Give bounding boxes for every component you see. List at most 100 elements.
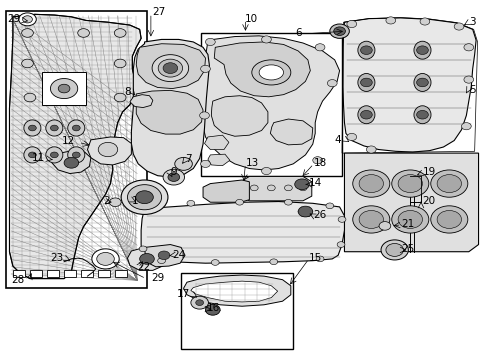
Circle shape (21, 29, 33, 37)
Text: 21: 21 (401, 219, 414, 229)
Ellipse shape (68, 147, 84, 163)
Text: 17: 17 (176, 289, 189, 299)
Ellipse shape (68, 120, 84, 136)
Circle shape (148, 205, 156, 211)
Polygon shape (207, 154, 229, 166)
Circle shape (269, 259, 277, 265)
Circle shape (284, 185, 292, 191)
Polygon shape (204, 135, 228, 149)
Circle shape (50, 152, 58, 158)
Text: 19: 19 (422, 167, 435, 177)
Text: 5: 5 (468, 85, 474, 95)
Polygon shape (203, 180, 249, 202)
Polygon shape (9, 14, 141, 279)
Circle shape (50, 125, 58, 131)
Bar (181, 273, 293, 348)
Circle shape (416, 78, 427, 87)
Text: 25: 25 (401, 244, 414, 254)
Bar (5, 12, 147, 288)
Circle shape (298, 206, 312, 217)
Polygon shape (87, 137, 131, 165)
Circle shape (72, 152, 80, 158)
Circle shape (121, 180, 167, 215)
Text: 6: 6 (295, 28, 302, 38)
Circle shape (261, 167, 271, 175)
Circle shape (327, 80, 336, 87)
Circle shape (200, 65, 210, 72)
Polygon shape (270, 119, 312, 145)
Polygon shape (211, 96, 267, 136)
Ellipse shape (413, 73, 430, 91)
Ellipse shape (413, 106, 430, 124)
Circle shape (186, 201, 194, 206)
Circle shape (312, 157, 322, 164)
Polygon shape (203, 36, 339, 170)
Circle shape (19, 13, 36, 26)
Text: 11: 11 (32, 153, 45, 163)
Circle shape (391, 206, 428, 233)
Polygon shape (214, 42, 310, 97)
Circle shape (461, 123, 470, 130)
Circle shape (378, 222, 390, 230)
Circle shape (325, 203, 333, 209)
Circle shape (139, 246, 147, 252)
Circle shape (199, 112, 209, 119)
Circle shape (380, 240, 407, 260)
Circle shape (127, 185, 161, 210)
Ellipse shape (357, 73, 374, 91)
Bar (13, 270, 25, 277)
Circle shape (299, 185, 306, 191)
Text: 1: 1 (131, 196, 138, 206)
Circle shape (205, 39, 215, 45)
Text: 3: 3 (468, 17, 474, 27)
Circle shape (158, 258, 165, 264)
Circle shape (21, 59, 33, 68)
Text: 10: 10 (244, 14, 257, 24)
Text: 28: 28 (11, 275, 24, 285)
Text: 16: 16 (206, 303, 219, 314)
Circle shape (316, 256, 324, 262)
Circle shape (463, 76, 473, 83)
Circle shape (140, 253, 154, 264)
Polygon shape (52, 150, 91, 174)
Circle shape (211, 260, 219, 265)
Circle shape (346, 134, 356, 140)
Polygon shape (342, 18, 475, 152)
Circle shape (22, 16, 32, 23)
Circle shape (97, 252, 114, 265)
Circle shape (114, 29, 126, 37)
Circle shape (397, 211, 422, 228)
Circle shape (416, 111, 427, 119)
Circle shape (136, 191, 153, 204)
Circle shape (337, 217, 345, 222)
Circle shape (58, 84, 70, 93)
Polygon shape (136, 44, 205, 89)
Text: 9: 9 (170, 167, 177, 177)
Circle shape (250, 185, 258, 191)
Circle shape (167, 173, 179, 181)
Circle shape (463, 44, 473, 51)
Bar (115, 270, 127, 277)
Text: 7: 7 (184, 154, 191, 164)
Ellipse shape (24, 120, 41, 136)
Ellipse shape (259, 65, 283, 80)
Ellipse shape (251, 60, 290, 85)
Circle shape (360, 78, 371, 87)
Polygon shape (130, 95, 153, 108)
Circle shape (333, 27, 345, 36)
Circle shape (98, 142, 118, 157)
Circle shape (64, 157, 79, 168)
Circle shape (28, 152, 36, 158)
Text: 29: 29 (151, 273, 164, 283)
Text: 29: 29 (7, 14, 20, 24)
Ellipse shape (46, 120, 63, 136)
Circle shape (195, 300, 203, 306)
Circle shape (329, 24, 348, 39)
Circle shape (397, 175, 422, 193)
Circle shape (158, 251, 169, 260)
Circle shape (190, 296, 208, 309)
Bar (81, 270, 93, 277)
Circle shape (360, 46, 371, 54)
Circle shape (284, 199, 292, 205)
Polygon shape (344, 153, 478, 252)
